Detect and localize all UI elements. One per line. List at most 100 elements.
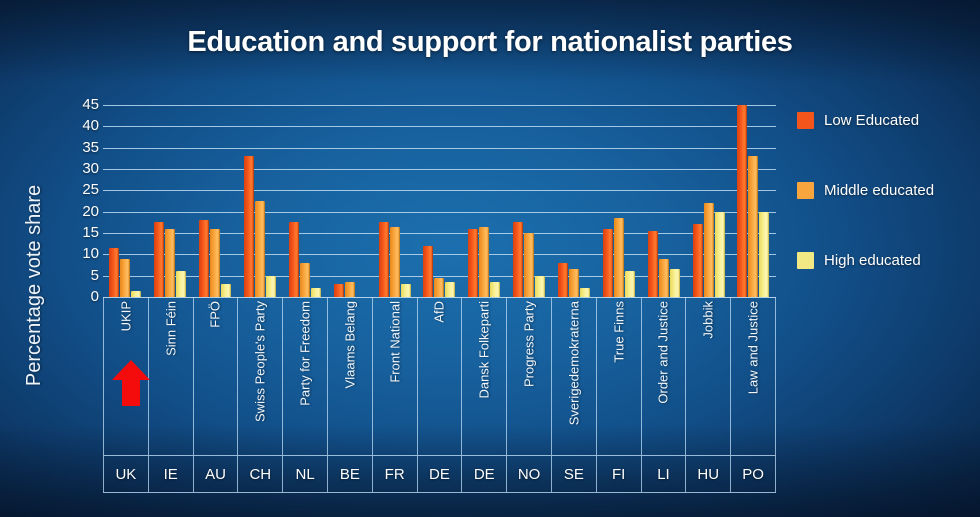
bar-group	[282, 105, 327, 297]
category-label: Jobbik	[700, 301, 716, 339]
bar	[737, 105, 748, 297]
bar	[288, 222, 299, 297]
y-tick-label: 30	[82, 160, 99, 177]
bar-group	[641, 105, 686, 297]
gridline-5	[103, 275, 776, 277]
y-tick-label: 45	[82, 96, 99, 113]
bar	[669, 269, 680, 297]
bar	[468, 228, 479, 297]
y-tick-label: 35	[82, 138, 99, 156]
category-cell: Front National	[373, 297, 418, 455]
red-up-arrow-icon	[112, 360, 150, 406]
y-axis-title-text: Percentage vote share	[23, 184, 46, 386]
country-code: LI	[642, 456, 687, 492]
y-tick-label: 25	[82, 181, 99, 199]
bar	[445, 282, 456, 297]
y-tick-label: 15	[82, 224, 99, 241]
bar	[210, 228, 221, 297]
category-label: Order and Justice	[655, 301, 671, 404]
legend-label: Middle educated	[824, 182, 935, 199]
red-up-arrow-annotation	[110, 358, 152, 408]
bar	[120, 258, 131, 297]
gridline-0	[103, 297, 776, 298]
bar	[759, 211, 770, 297]
legend-item: Low Educated	[797, 112, 972, 129]
gridline-45	[103, 105, 776, 106]
category-label: Vlaams Belang	[342, 301, 358, 389]
page-title: Education and support for nationalist pa…	[187, 26, 793, 58]
gridline-15	[103, 233, 776, 234]
bar	[244, 156, 254, 297]
bar-group	[596, 105, 641, 297]
plot-area-gridlines	[103, 105, 776, 298]
bar	[165, 228, 176, 297]
bar-group	[193, 105, 238, 297]
y-tick-label: 5	[90, 266, 99, 284]
country-code: IE	[149, 456, 194, 492]
category-cell: Dansk Folkeparti	[462, 297, 508, 455]
country-code: SE	[552, 456, 597, 492]
category-label: Sinn Féin	[163, 301, 179, 356]
y-tick-label: 10	[82, 245, 99, 263]
bar	[389, 226, 400, 297]
category-label: Sverigedemokraterna	[566, 301, 582, 426]
y-tick-label: 20	[82, 202, 99, 220]
category-label: Dansk Folkeparti	[476, 301, 492, 399]
bar-group	[372, 105, 417, 297]
bar-group	[417, 105, 462, 297]
bar	[602, 228, 613, 297]
country-code: AU	[194, 456, 239, 492]
bar	[479, 226, 490, 297]
bar-group	[552, 105, 597, 297]
bar-group	[148, 105, 193, 297]
gridline-30	[103, 169, 776, 170]
category-cell: True Finns	[597, 297, 642, 455]
y-tick-label: 0	[90, 288, 99, 305]
category-cell: FPÖ	[194, 297, 239, 455]
bar	[255, 201, 265, 297]
legend-swatch-icon	[797, 252, 814, 269]
bar	[266, 275, 276, 297]
legend-item: High educated	[797, 252, 972, 269]
bar-group	[462, 105, 507, 297]
bar-group	[507, 105, 552, 297]
bar	[524, 233, 535, 297]
bar	[558, 262, 569, 297]
category-label: Swiss People's Party	[252, 301, 268, 422]
bar	[109, 247, 120, 297]
legend-swatch-icon	[797, 182, 814, 199]
category-label: Progress Party	[521, 301, 537, 387]
bar	[580, 288, 591, 297]
country-code: FI	[597, 456, 642, 492]
bar	[299, 262, 310, 297]
bar-group	[731, 105, 776, 297]
bar	[423, 245, 434, 297]
country-code: BE	[328, 456, 373, 492]
bar	[434, 277, 445, 297]
category-label-row: UKIP Sinn Féin FPÖ Swiss People's Party Part…	[103, 297, 776, 455]
country-code: NL	[283, 456, 328, 492]
country-code: NO	[507, 456, 552, 492]
category-label: AfD	[431, 301, 447, 323]
category-cell: AfD	[418, 297, 463, 455]
country-code: FR	[373, 456, 418, 492]
chart-legend: Low Educated Middle educated High educated	[797, 112, 972, 322]
category-cell: Sverigedemokraterna	[552, 297, 597, 455]
category-cell: Law and Justice	[731, 297, 776, 455]
legend-label: High educated	[824, 252, 921, 269]
gridline-25	[103, 190, 776, 192]
country-code: UK	[103, 456, 149, 492]
category-cell: Jobbik	[686, 297, 732, 455]
country-code-row: UK IE AU CH NL BE FR DE DE NO SE FI LI HU PO	[103, 455, 776, 493]
y-axis-title: Percentage vote share	[18, 150, 52, 420]
bar-group	[103, 105, 148, 297]
category-label: FPÖ	[207, 301, 223, 328]
gridline-40	[103, 126, 776, 128]
bar	[569, 269, 580, 297]
country-code: HU	[686, 456, 732, 492]
bar	[748, 156, 759, 297]
category-label: Party for Freedom	[297, 301, 313, 406]
country-code: DE	[418, 456, 463, 492]
bar	[658, 258, 669, 297]
